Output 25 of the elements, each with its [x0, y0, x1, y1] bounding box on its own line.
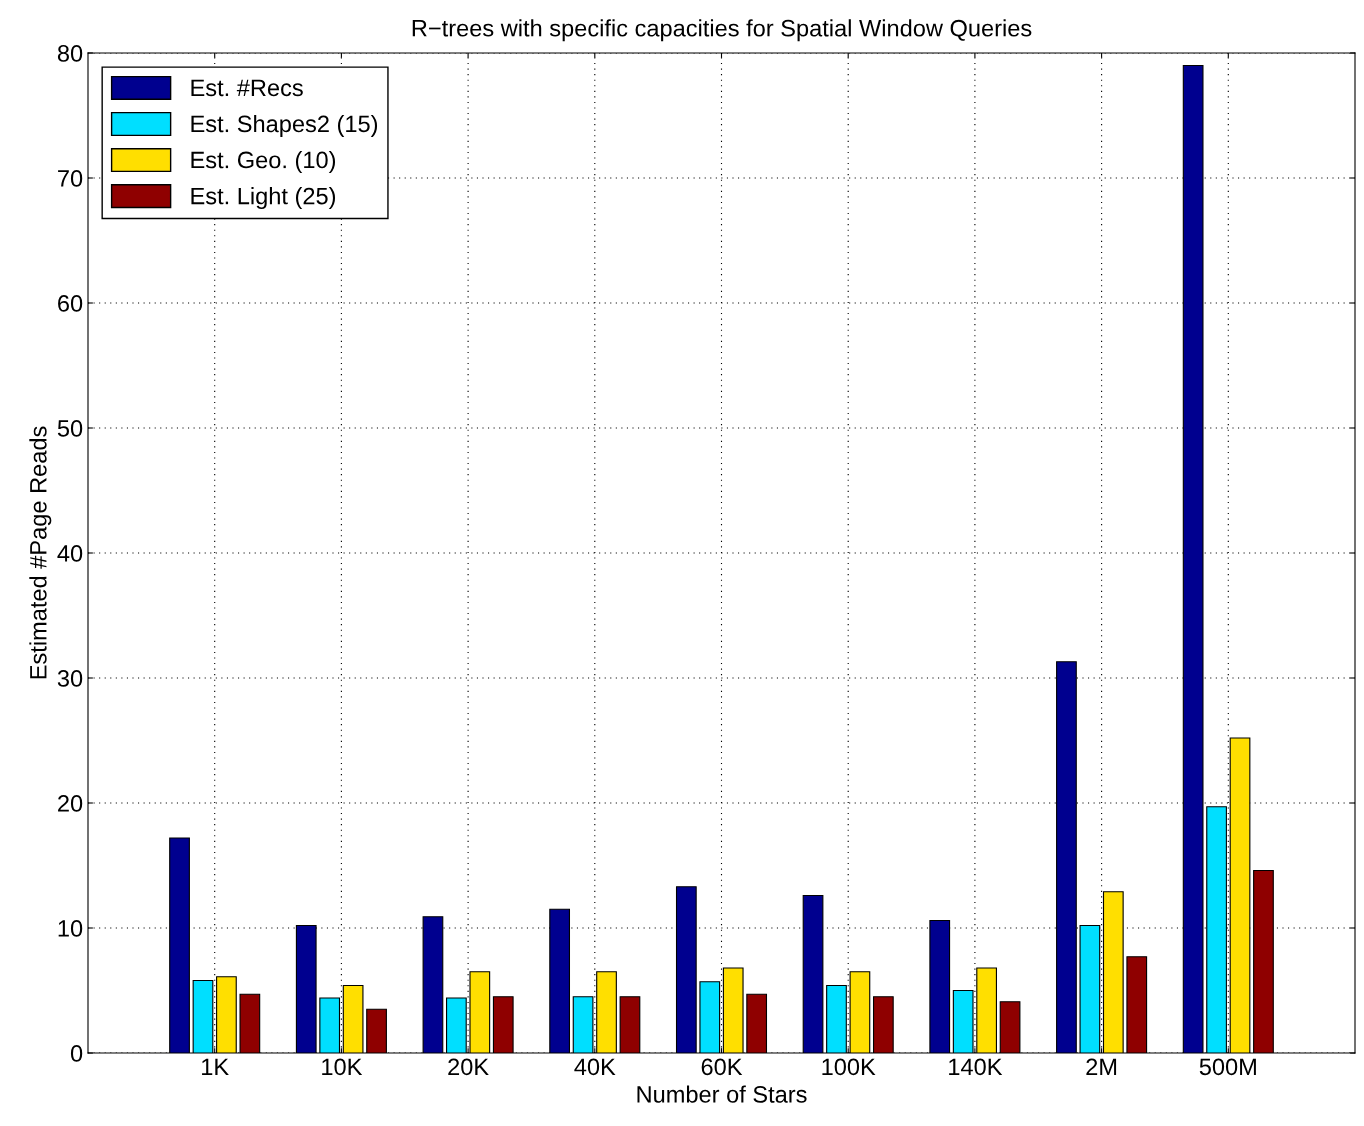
x-tick-label: 60K: [701, 1058, 743, 1076]
y-tick-label: 40: [57, 545, 83, 562]
y-tick-label: 50: [57, 420, 83, 437]
x-tick-label: 1K: [202, 1058, 229, 1075]
x-tick-label: 40K: [574, 1058, 616, 1076]
y-tick-label: 10: [58, 920, 83, 937]
y-tick-label: 80: [57, 45, 83, 62]
x-tick-label: 140K: [949, 1058, 1003, 1076]
x-tick-label: 10K: [322, 1058, 363, 1076]
x-tick-label: 500M: [1199, 1058, 1256, 1076]
y-tick-label: 60: [58, 295, 83, 312]
legend-label: Est. Light (25): [191, 187, 336, 210]
x-tick-label: 100K: [822, 1058, 876, 1076]
y-tick-label: 30: [57, 670, 83, 687]
x-tick-label: 2M: [1086, 1058, 1117, 1075]
x-axis-title: Number of Stars: [637, 1085, 807, 1103]
y-axis-title: Estimated #Page Reads: [29, 426, 52, 679]
legend-label: Est. #Recs: [191, 79, 303, 97]
legend-label: Est. Shapes2 (15): [191, 114, 378, 137]
y-tick-label: 70: [58, 170, 83, 187]
x-tick-label: 20K: [448, 1058, 489, 1076]
chart-title: R−trees with specific capacities for Spatial Window Queries: [412, 19, 1032, 42]
y-tick-label: 20: [58, 795, 83, 812]
legend-label: Est. Geo. (10): [191, 150, 336, 173]
y-tick-label: 0: [70, 1045, 83, 1062]
